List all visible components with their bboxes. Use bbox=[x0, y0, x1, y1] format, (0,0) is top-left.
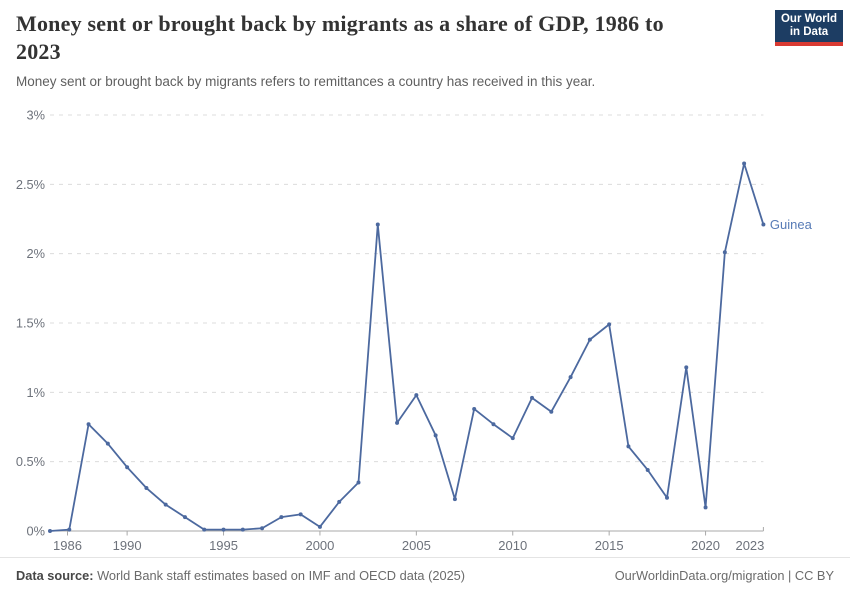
data-point-2011 bbox=[530, 395, 535, 400]
data-point-2016 bbox=[626, 444, 631, 449]
chart-title-line2: 2023 bbox=[16, 39, 61, 64]
data-point-2013 bbox=[568, 375, 573, 380]
x-tick-label-2015: 2015 bbox=[595, 538, 624, 553]
data-point-2008 bbox=[472, 406, 477, 411]
data-point-1998 bbox=[279, 515, 284, 520]
data-point-2019 bbox=[684, 365, 689, 370]
x-tick-label-1986: 1986 bbox=[53, 538, 82, 553]
owid-logo: Our World in Data bbox=[775, 10, 843, 46]
y-tick-label-0%: 0% bbox=[27, 524, 46, 539]
y-tick-label-1.5%: 1.5% bbox=[16, 316, 45, 331]
data-point-2009 bbox=[491, 422, 496, 427]
data-point-2012 bbox=[549, 409, 554, 414]
data-point-1997 bbox=[260, 526, 265, 531]
data-point-1989 bbox=[105, 441, 110, 446]
data-point-1987 bbox=[67, 527, 72, 532]
data-point-1992 bbox=[163, 502, 168, 507]
chart-title: Money sent or brought back by migrants a… bbox=[16, 10, 761, 66]
data-point-1994 bbox=[202, 527, 207, 532]
data-point-1988 bbox=[86, 422, 91, 427]
data-point-2007 bbox=[452, 497, 457, 502]
y-tick-label-2%: 2% bbox=[27, 246, 46, 261]
data-point-2023 bbox=[761, 222, 766, 227]
y-tick-label-3%: 3% bbox=[27, 108, 46, 123]
data-point-2021 bbox=[722, 250, 727, 255]
data-source-text: World Bank staff estimates based on IMF … bbox=[93, 568, 466, 583]
data-point-2020 bbox=[703, 505, 708, 510]
data-point-1986 bbox=[48, 529, 52, 533]
data-point-2001 bbox=[337, 499, 342, 504]
x-tick-label-2000: 2000 bbox=[305, 538, 334, 553]
data-point-2004 bbox=[395, 420, 400, 425]
x-tick-label-2020: 2020 bbox=[691, 538, 720, 553]
data-source: Data source: World Bank staff estimates … bbox=[16, 568, 465, 583]
y-tick-label-2.5%: 2.5% bbox=[16, 177, 45, 192]
owid-logo-line2: in Data bbox=[789, 26, 829, 38]
data-point-2005 bbox=[414, 393, 419, 398]
data-source-label: Data source: bbox=[16, 568, 94, 583]
data-point-1996 bbox=[240, 527, 245, 532]
chart-title-line1: Money sent or brought back by migrants a… bbox=[16, 11, 664, 36]
data-point-2014 bbox=[587, 337, 592, 342]
data-point-1999 bbox=[298, 512, 303, 517]
x-tick-label-2010: 2010 bbox=[498, 538, 527, 553]
data-point-2017 bbox=[645, 467, 650, 472]
chart-subtitle: Money sent or brought back by migrants r… bbox=[16, 74, 596, 89]
data-point-2010 bbox=[510, 436, 515, 441]
chart-footer: Data source: World Bank staff estimates … bbox=[0, 557, 850, 583]
x-tick-label-2023: 2023 bbox=[735, 538, 764, 553]
y-tick-label-1%: 1% bbox=[27, 385, 46, 400]
data-point-2003 bbox=[375, 222, 380, 227]
x-tick-label-1990: 1990 bbox=[113, 538, 142, 553]
series-line-guinea bbox=[49, 162, 765, 532]
data-point-2015 bbox=[607, 322, 612, 327]
data-point-1995 bbox=[221, 527, 226, 532]
data-point-2000 bbox=[317, 524, 322, 529]
data-point-1993 bbox=[182, 515, 187, 520]
x-tick-label-1995: 1995 bbox=[209, 538, 238, 553]
data-point-2006 bbox=[433, 433, 438, 438]
data-point-2022 bbox=[742, 161, 747, 166]
series-label-guinea: Guinea bbox=[770, 217, 813, 232]
x-tick-label-2005: 2005 bbox=[402, 538, 431, 553]
data-point-1991 bbox=[144, 486, 149, 491]
data-point-1990 bbox=[125, 465, 130, 470]
data-point-2002 bbox=[356, 480, 361, 485]
data-point-2018 bbox=[664, 495, 669, 500]
attribution: OurWorldinData.org/migration | CC BY bbox=[614, 568, 834, 583]
y-tick-label-0.5%: 0.5% bbox=[16, 454, 45, 469]
owid-logo-line1: Our World bbox=[780, 13, 837, 25]
